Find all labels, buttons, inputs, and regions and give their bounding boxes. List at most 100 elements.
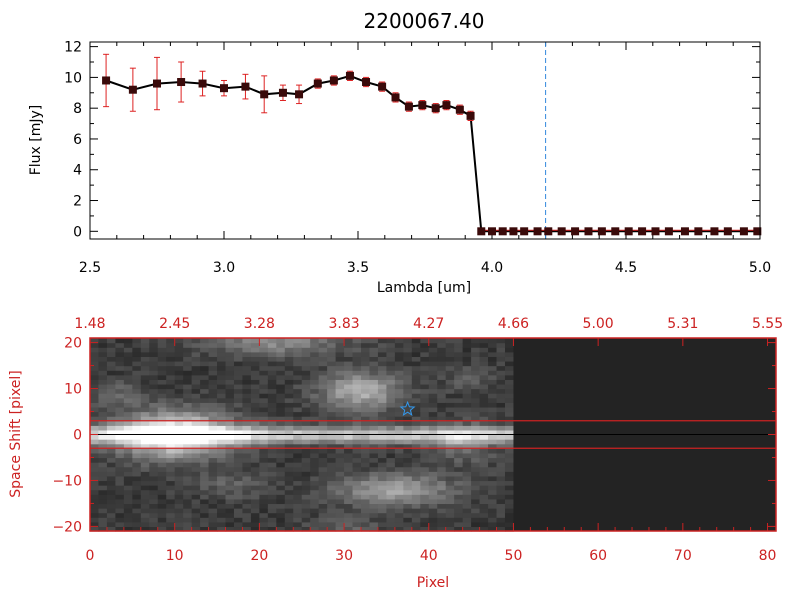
- heatmap-cell: [318, 379, 328, 385]
- heatmap-cell: [293, 416, 303, 422]
- heatmap-cell: [437, 508, 447, 514]
- heatmap-cell: [310, 406, 320, 413]
- heatmap-cell: [293, 475, 303, 482]
- top-axis-label: 4.27: [413, 316, 444, 332]
- heatmap-cell: [106, 434, 117, 440]
- heatmap-cell: [250, 489, 260, 495]
- heatmap-cell: [250, 485, 260, 491]
- heatmap-cell: [90, 342, 100, 348]
- heatmap-cell: [200, 448, 210, 454]
- heatmap-cell: [217, 365, 227, 371]
- heatmap-cell: [166, 360, 176, 367]
- heatmap-cell: [276, 351, 286, 357]
- heatmap-cell: [90, 503, 100, 509]
- heatmap-cell: [242, 425, 252, 431]
- heatmap-cell: [267, 383, 277, 390]
- heatmap-cell: [471, 434, 481, 440]
- heatmap-cell: [445, 420, 455, 426]
- heatmap-cell: [377, 365, 388, 371]
- heatmap-cell: [496, 393, 506, 399]
- heatmap-cell: [183, 434, 193, 440]
- heatmap-cell: [259, 416, 269, 422]
- heatmap-cell: [318, 374, 328, 380]
- heatmap-cell: [284, 416, 294, 422]
- heatmap-cell: [377, 434, 388, 440]
- heatmap-cell: [267, 475, 277, 482]
- heatmap-cell: [267, 338, 277, 344]
- heatmap-cell: [140, 370, 150, 376]
- heatmap-cell: [149, 420, 159, 426]
- heatmap-cell: [157, 439, 167, 445]
- heatmap-cell: [428, 338, 438, 344]
- heatmap-cell: [183, 411, 193, 417]
- heatmap-cell: [267, 521, 277, 528]
- heatmap-cell: [233, 388, 244, 394]
- heatmap-cell: [377, 374, 388, 380]
- heatmap-cell: [445, 351, 455, 357]
- heatmap-cell: [318, 521, 328, 528]
- heatmap-cell: [132, 388, 142, 394]
- heatmap-cell: [123, 503, 133, 509]
- y-tick-label: −10: [52, 473, 82, 489]
- heatmap-cell: [428, 411, 438, 417]
- heatmap-cell: [361, 462, 371, 468]
- heatmap-cell: [123, 489, 133, 495]
- heatmap-cell: [361, 471, 371, 477]
- heatmap-cell: [496, 356, 506, 362]
- heatmap-cell: [377, 489, 388, 495]
- heatmap-cell: [496, 508, 506, 514]
- heatmap-cell: [301, 439, 311, 445]
- heatmap-cell: [369, 429, 379, 436]
- heatmap-cell: [267, 406, 277, 413]
- heatmap-cell: [327, 425, 337, 431]
- heatmap-cell: [123, 429, 133, 436]
- heatmap-cell: [208, 452, 218, 459]
- heatmap-cell: [200, 512, 210, 518]
- heatmap-cell: [496, 489, 506, 495]
- heatmap-cell: [208, 347, 218, 353]
- heatmap-cell: [132, 439, 142, 445]
- heatmap-cell: [191, 342, 201, 348]
- heatmap-cell: [284, 397, 294, 403]
- heatmap-cell: [369, 480, 379, 486]
- heatmap-cell: [259, 503, 269, 509]
- heatmap-cell: [344, 439, 354, 445]
- heatmap-cell: [174, 356, 184, 362]
- heatmap-cell: [90, 388, 100, 394]
- heatmap-cell: [174, 457, 184, 463]
- heatmap-cell: [250, 365, 260, 371]
- heatmap-cell: [259, 406, 269, 413]
- heatmap-cell: [166, 485, 176, 491]
- heatmap-cell: [403, 462, 413, 468]
- heatmap-cell: [284, 388, 294, 394]
- heatmap-cell: [437, 351, 447, 357]
- heatmap-cell: [225, 347, 235, 353]
- heatmap-cell: [344, 374, 354, 380]
- heatmap-cell: [149, 434, 159, 440]
- heatmap-cell: [200, 402, 210, 408]
- heatmap-cell: [293, 393, 303, 399]
- heatmap-cell: [98, 462, 108, 468]
- heatmap-cell: [106, 517, 117, 523]
- heatmap-cell: [98, 416, 108, 422]
- heatmap-cell: [208, 498, 218, 505]
- heatmap-cell: [242, 393, 252, 399]
- heatmap-cell: [437, 517, 447, 523]
- heatmap-cell: [479, 420, 489, 426]
- heatmap-cell: [267, 503, 277, 509]
- heatmap-cell: [225, 393, 235, 399]
- heatmap-cell: [225, 416, 235, 422]
- heatmap-cell: [293, 406, 303, 413]
- heatmap-cell: [327, 439, 337, 445]
- heatmap-cell: [132, 494, 142, 500]
- heatmap-cell: [377, 443, 388, 449]
- heatmap-cell: [496, 383, 506, 390]
- heatmap-cell: [386, 498, 396, 505]
- heatmap-cell: [403, 485, 413, 491]
- heatmap-cell: [140, 425, 150, 431]
- heatmap-cell: [335, 356, 345, 362]
- heatmap-cell: [259, 425, 269, 431]
- heatmap-cell: [233, 397, 244, 403]
- heatmap-cell: [200, 489, 210, 495]
- heatmap-cell: [149, 503, 159, 509]
